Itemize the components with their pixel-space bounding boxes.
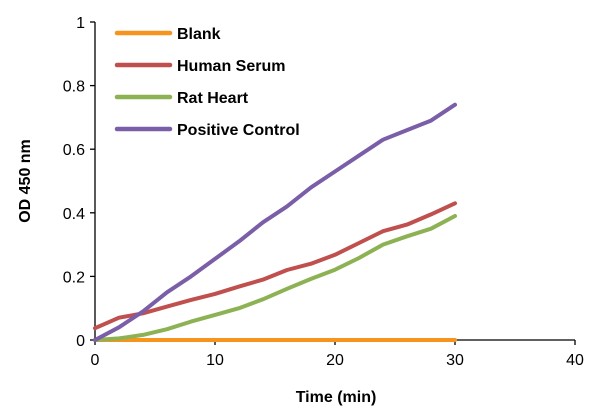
y-axis-title: OD 450 nm — [17, 139, 34, 223]
y-tick-label: 0.8 — [63, 79, 85, 96]
x-axis-title: Time (min) — [296, 389, 377, 406]
legend-label: Blank — [177, 26, 221, 43]
series-line-human-serum — [93, 201, 457, 331]
legend-label: Rat Heart — [177, 90, 249, 107]
legend-item: Positive Control — [114, 122, 300, 139]
series-line-positive-control — [93, 102, 457, 342]
y-tick-label: 0.2 — [63, 269, 85, 286]
legend-item: Rat Heart — [114, 90, 249, 107]
x-tick-label: 0 — [91, 352, 100, 369]
x-tick-label: 10 — [206, 352, 224, 369]
legend-item: Blank — [114, 26, 221, 43]
x-tick-label: 40 — [566, 352, 584, 369]
legend-label: Human Serum — [177, 58, 285, 75]
legend: Blank Human Serum Rat Heart Positive Contro… — [114, 26, 300, 139]
y-tick-label: 0.6 — [63, 142, 85, 159]
series-line-rat-heart — [93, 214, 457, 342]
y-tick-label: 0 — [76, 333, 85, 350]
x-tick-label: 20 — [326, 352, 344, 369]
y-tick-label: 1 — [76, 15, 85, 32]
legend-label: Positive Control — [177, 122, 300, 139]
legend-item: Human Serum — [114, 58, 285, 75]
axes: 0 10 20 30 40 0 0.2 0.4 0.6 0.8 1 — [63, 15, 584, 369]
series-lines — [93, 102, 457, 342]
x-tick-label: 30 — [446, 352, 464, 369]
y-tick-label: 0.4 — [63, 206, 85, 223]
